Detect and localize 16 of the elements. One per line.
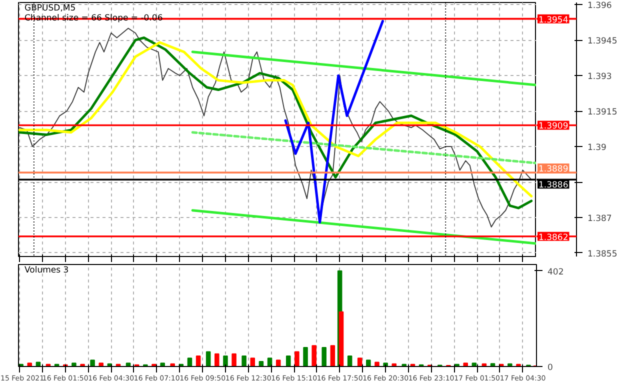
y-tick-label: 1.39: [588, 143, 606, 154]
ref-line-label: 1.3886: [538, 180, 568, 191]
y-tick-label: 1.3945: [588, 36, 618, 47]
y-tick-label: 1.396: [588, 1, 612, 12]
y-tick-label: 1.387: [588, 214, 612, 224]
y-tick-label: 402: [548, 267, 564, 278]
y-tick-label: 0: [548, 363, 553, 373]
y-tick-label: 1.3855: [588, 249, 618, 260]
y-tick-label: 1.3915: [588, 108, 618, 118]
ref-line-label: 1.3862: [538, 232, 568, 243]
ref-line-label: 1.3889: [538, 164, 568, 175]
chart-title: Volumes 3: [24, 266, 69, 276]
ref-line-label: 1.3909: [538, 122, 568, 132]
chart-title: GBPUSD,M5: [24, 4, 76, 14]
y-tick-label: 1.393: [588, 72, 612, 82]
ref-line-label: 1.3954: [538, 15, 568, 26]
